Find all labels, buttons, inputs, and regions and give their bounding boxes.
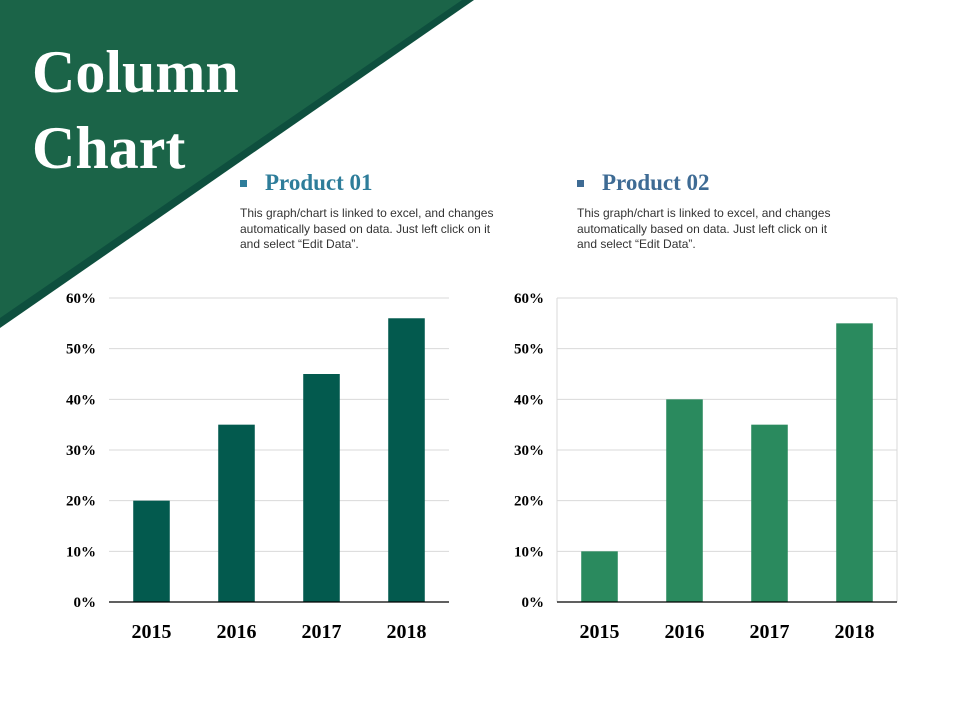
chart2-y-tick-label: 10%	[514, 544, 544, 560]
page-title-line2: Chart	[32, 115, 186, 181]
chart1-y-tick-label: 30%	[66, 443, 96, 459]
page-title: Column Chart	[32, 34, 239, 186]
product-01-title: Product 01	[265, 170, 373, 195]
chart2-y-tick-label: 50%	[514, 342, 544, 358]
chart1-y-tick-label: 10%	[66, 544, 96, 560]
chart2-y-tick-label: 0%	[522, 595, 545, 611]
square-bullet-icon	[240, 179, 247, 187]
chart1-y-tick-label: 50%	[66, 342, 96, 358]
chart1-x-category-label: 2017	[302, 621, 342, 643]
product-02-heading: Product 02	[577, 168, 837, 198]
chart2-y-tick-label: 20%	[514, 494, 544, 510]
square-bullet-icon	[577, 179, 584, 187]
chart1-bar-2016	[218, 424, 255, 602]
chart1-y-tick-label: 60%	[66, 291, 96, 307]
chart1-bar-2017	[303, 374, 340, 602]
chart1-x-category-label: 2016	[217, 621, 257, 643]
page-title-line1: Column	[32, 39, 239, 105]
product-02-block: Product 02 This graph/chart is linked to…	[577, 168, 837, 253]
chart2-bar-2018	[836, 323, 873, 602]
chart2-x-category-label: 2018	[835, 621, 875, 643]
product-02-description: This graph/chart is linked to excel, and…	[577, 206, 831, 251]
chart1-bar-2015	[133, 500, 170, 602]
product-02-title: Product 02	[602, 170, 710, 195]
chart2-y-tick-label: 30%	[514, 443, 544, 459]
chart2-x-category-label: 2016	[665, 621, 705, 643]
chart1-bar-2018	[388, 318, 425, 602]
product-01-description: This graph/chart is linked to excel, and…	[240, 206, 494, 251]
chart1-x-category-label: 2015	[132, 621, 172, 643]
banner-triangle	[0, 0, 462, 318]
chart1-y-tick-label: 0%	[74, 595, 97, 611]
chart2-bar-2017	[751, 424, 788, 602]
chart2-x-category-label: 2017	[750, 621, 790, 643]
chart1-y-tick-label: 40%	[66, 392, 96, 408]
chart2-y-tick-label: 60%	[514, 291, 544, 307]
product-01-block: Product 01 This graph/chart is linked to…	[240, 168, 500, 253]
chart1-x-category-label: 2018	[387, 621, 427, 643]
chart2-bar-2015	[581, 551, 618, 602]
chart2-y-tick-label: 40%	[514, 392, 544, 408]
chart1-y-tick-label: 20%	[66, 494, 96, 510]
chart2-x-category-label: 2015	[580, 621, 620, 643]
chart2-bar-2016	[666, 399, 703, 602]
product-01-heading: Product 01	[240, 168, 500, 198]
